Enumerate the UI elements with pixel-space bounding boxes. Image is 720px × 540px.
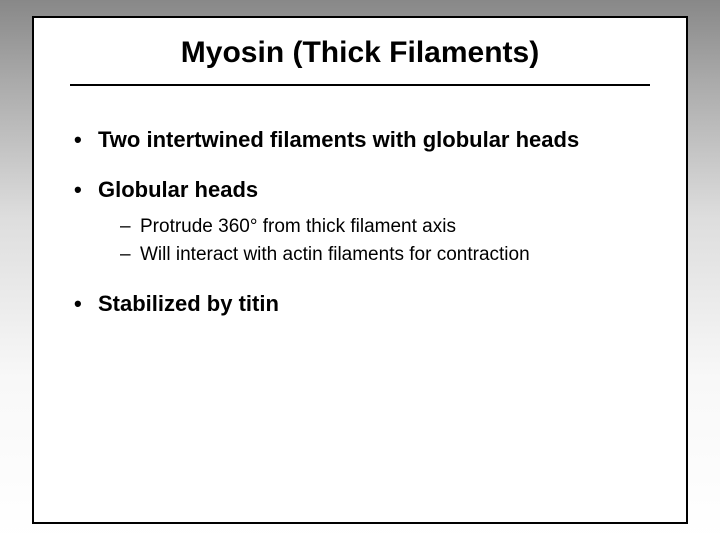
- slide-content: Two intertwined filaments with globular …: [70, 126, 650, 318]
- slide-frame: Myosin (Thick Filaments) Two intertwined…: [32, 16, 688, 524]
- list-item: Two intertwined filaments with globular …: [70, 126, 650, 154]
- slide-title: Myosin (Thick Filaments): [70, 36, 650, 86]
- list-item: Protrude 360° from thick filament axis: [120, 214, 650, 240]
- list-item: Will interact with actin filaments for c…: [120, 242, 650, 268]
- bullet-text: Two intertwined filaments with globular …: [98, 127, 579, 152]
- list-item: Globular heads Protrude 360° from thick …: [70, 176, 650, 267]
- bullet-text: Stabilized by titin: [98, 291, 279, 316]
- list-item: Stabilized by titin: [70, 290, 650, 318]
- sub-bullet-text: Protrude 360° from thick filament axis: [140, 216, 456, 237]
- bullet-list: Two intertwined filaments with globular …: [70, 126, 650, 318]
- bullet-text: Globular heads: [98, 177, 258, 202]
- sub-bullet-text: Will interact with actin filaments for c…: [140, 244, 530, 265]
- sub-bullet-list: Protrude 360° from thick filament axis W…: [98, 214, 650, 267]
